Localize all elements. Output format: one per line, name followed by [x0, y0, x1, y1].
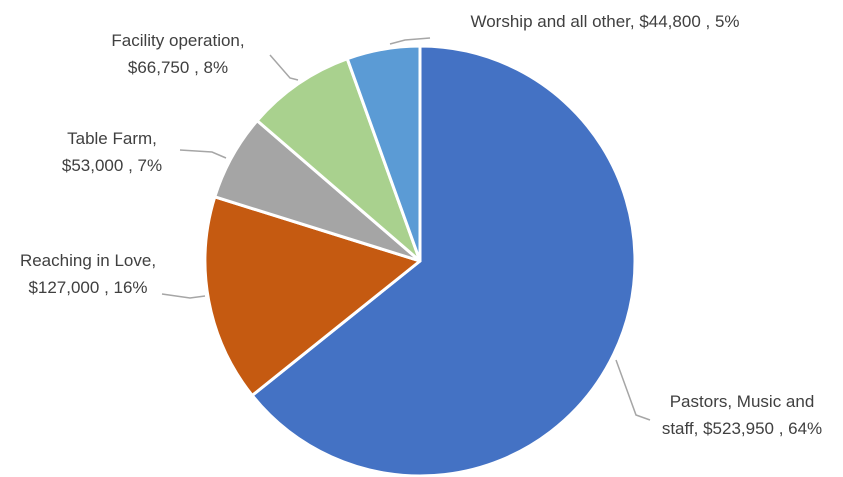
leader-line-pastors-music-and-staff	[615, 359, 651, 421]
slices-layer	[203, 44, 637, 477]
data-label-line: Worship and all other, $44,800 , 5%	[470, 12, 739, 31]
data-label-line: $127,000 , 16%	[28, 278, 147, 297]
leader-line-worship-and-all-other	[389, 37, 431, 45]
data-label-pastors-music-and-staff: Pastors, Music and staff, $523,950 , 64%	[662, 392, 822, 438]
data-label-line: $53,000 , 7%	[62, 156, 162, 175]
data-label-line: Table Farm,	[67, 129, 157, 148]
pie-slice-worship-and-all-other	[345, 44, 422, 263]
leader-line-reaching-in-love	[161, 293, 206, 299]
data-label-line: staff, $523,950 , 64%	[662, 419, 822, 438]
data-label-reaching-in-love: Reaching in Love, $127,000 , 16%	[20, 251, 156, 297]
pie-slice-facility-operation	[255, 57, 422, 263]
data-label-line: $66,750 , 8%	[128, 58, 228, 77]
pie-slice-pastors-music-and-staff	[250, 44, 637, 477]
data-label-worship-and-all-other: Worship and all other, $44,800 , 5%	[470, 12, 739, 31]
data-label-line: Facility operation,	[111, 31, 244, 50]
data-label-line: Pastors, Music and	[670, 392, 815, 411]
data-label-facility-operation: Facility operation, $66,750 , 8%	[111, 31, 244, 77]
data-label-line: Reaching in Love,	[20, 251, 156, 270]
data-label-table-farm: Table Farm, $53,000 , 7%	[62, 129, 162, 175]
data-labels-layer: Pastors, Music and staff, $523,950 , 64% R…	[20, 12, 822, 438]
leader-line-facility-operation	[269, 54, 299, 81]
pie-slice-reaching-in-love	[203, 195, 422, 397]
leader-line-table-farm	[179, 149, 227, 159]
leader-lines-layer	[161, 37, 651, 421]
